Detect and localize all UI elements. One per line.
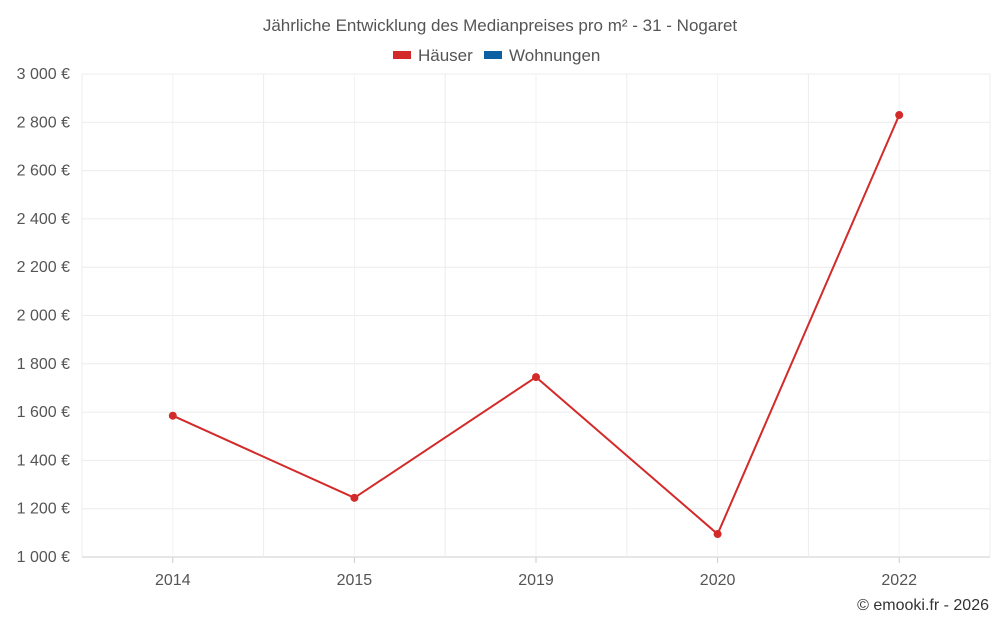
y-tick-label: 1 800 € bbox=[17, 356, 70, 373]
y-tick-label: 1 200 € bbox=[17, 501, 70, 518]
x-tick-label: 2014 bbox=[155, 572, 191, 589]
data-point[interactable] bbox=[532, 373, 540, 382]
y-tick-label: 2 600 € bbox=[17, 163, 70, 180]
x-tick-label: 2022 bbox=[881, 572, 917, 589]
y-tick-label: 3 000 € bbox=[17, 66, 70, 83]
legend-item-wohnungen[interactable]: Wohnungen bbox=[484, 46, 600, 65]
legend-label-haeuser: Häuser bbox=[418, 46, 473, 65]
data-point[interactable] bbox=[713, 530, 722, 539]
legend: Häuser Wohnungen bbox=[393, 46, 600, 65]
y-tick-label: 2 000 € bbox=[17, 308, 70, 325]
x-tick-label: 2019 bbox=[518, 572, 554, 589]
y-tick-label: 1 400 € bbox=[17, 452, 70, 469]
legend-item-haeuser[interactable]: Häuser bbox=[393, 46, 473, 65]
y-tick-label: 2 400 € bbox=[17, 211, 70, 228]
legend-swatch-wohnungen bbox=[484, 51, 502, 59]
legend-swatch-haeuser bbox=[393, 51, 411, 59]
legend-label-wohnungen: Wohnungen bbox=[509, 46, 600, 65]
y-axis: 1 000 € 1 200 € 1 400 € 1 600 € 1 800 € 2 000… bbox=[17, 66, 70, 566]
data-point[interactable] bbox=[350, 493, 359, 502]
y-tick-label: 1 000 € bbox=[17, 549, 70, 566]
x-axis: 2014 2015 2019 2020 2022 bbox=[155, 557, 917, 589]
series-haeuser bbox=[168, 111, 904, 539]
x-tick-label: 2020 bbox=[700, 572, 736, 589]
data-point[interactable] bbox=[168, 411, 177, 420]
y-tick-label: 2 200 € bbox=[17, 259, 70, 276]
y-tick-label: 1 600 € bbox=[17, 404, 70, 421]
chart-title: Jährliche Entwicklung des Medianpreises … bbox=[263, 16, 738, 35]
copyright-text: © emooki.fr - 2026 bbox=[857, 597, 989, 614]
data-point[interactable] bbox=[895, 111, 904, 120]
x-tick-label: 2015 bbox=[337, 572, 373, 589]
y-tick-label: 2 800 € bbox=[17, 114, 70, 131]
grid bbox=[81, 73, 991, 558]
